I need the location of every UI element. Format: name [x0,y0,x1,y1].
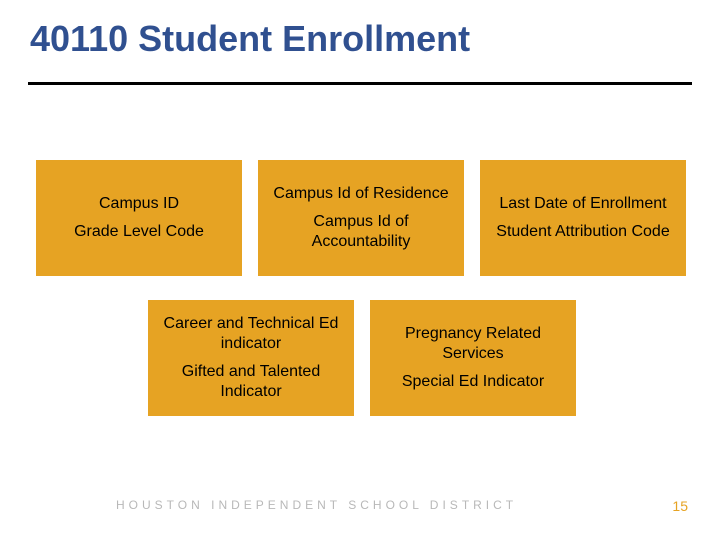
box-line: Campus ID [99,194,179,214]
box-row-1: Campus ID Grade Level Code Campus Id of … [36,160,686,276]
info-box: Campus Id of Residence Campus Id of Acco… [258,160,464,276]
info-box: Campus ID Grade Level Code [36,160,242,276]
box-line: Last Date of Enrollment [499,194,666,214]
box-line: Student Attribution Code [496,222,669,242]
box-line: Pregnancy Related Services [378,324,568,364]
page-title: 40110 Student Enrollment [30,18,470,60]
box-line: Campus Id of Residence [273,184,448,204]
info-box: Pregnancy Related Services Special Ed In… [370,300,576,416]
box-line: Career and Technical Ed indicator [156,314,346,354]
box-line: Grade Level Code [74,222,204,242]
box-line: Gifted and Talented Indicator [156,362,346,402]
title-underline [28,82,692,85]
info-box: Last Date of Enrollment Student Attribut… [480,160,686,276]
page-number: 15 [672,498,688,514]
box-row-2: Career and Technical Ed indicator Gifted… [148,300,576,416]
info-box: Career and Technical Ed indicator Gifted… [148,300,354,416]
box-line: Campus Id of Accountability [266,212,456,252]
slide: 40110 Student Enrollment Campus ID Grade… [0,0,720,540]
box-line: Special Ed Indicator [402,372,544,392]
footer-brand: HOUSTON INDEPENDENT SCHOOL DISTRICT [116,498,517,512]
